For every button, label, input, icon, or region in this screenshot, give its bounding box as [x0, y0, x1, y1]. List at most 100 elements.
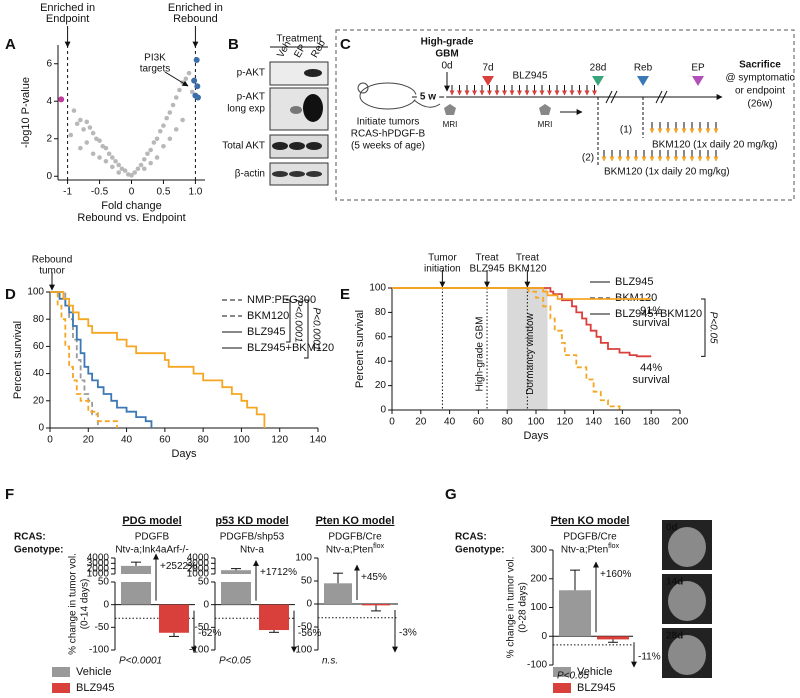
endpoint-label: or endpoint: [735, 86, 785, 97]
dose-label: BKM120 (1x daily 20 mg/kg): [604, 167, 730, 178]
point: [170, 102, 176, 108]
point: [84, 140, 90, 145]
legend-swatch: [52, 667, 70, 677]
genotype-label: Ntv-a;Ptenflox: [561, 543, 620, 556]
point: [68, 132, 74, 138]
endpoint-label: (26w): [747, 99, 772, 110]
bar: [597, 636, 629, 640]
x-tick-label: 40: [121, 435, 133, 446]
row-label: Genotype:: [14, 545, 63, 556]
y-tick-label: 50: [198, 577, 210, 588]
x-tick-label: 140: [585, 417, 602, 428]
point: [191, 77, 198, 84]
dosing-ticks: [449, 85, 719, 162]
end-label: survival: [633, 317, 670, 329]
y-tick-label: 0: [541, 631, 547, 642]
image-label: 28d: [666, 631, 683, 642]
legend-label: BKM120: [247, 310, 289, 322]
survival-curve: [50, 291, 266, 428]
y-tick-label: -100: [292, 645, 312, 656]
grade-label: High-grade: [421, 37, 474, 48]
row-label: RCAS:: [14, 532, 46, 543]
y-tick-label: 40: [375, 356, 387, 367]
point: [151, 140, 157, 145]
endpoint-label: Sacrifice: [739, 60, 781, 71]
point: [71, 108, 77, 113]
y-tick-label: 100: [295, 553, 312, 564]
x-tick-label: 20: [83, 435, 95, 446]
model-title: p53 KD model: [215, 515, 288, 527]
endpoint-label: @ symptomatic: [725, 73, 794, 84]
marker-label: tumor: [39, 266, 65, 277]
y-axis-label: % change in tumor vol.: [68, 553, 79, 655]
point: [132, 170, 137, 175]
annotation: Enriched in: [40, 2, 95, 14]
panel-letter: E: [340, 286, 350, 303]
value-label: -3%: [399, 628, 417, 639]
legend-label: NMP:PEG300: [247, 294, 316, 306]
point: [141, 157, 147, 162]
p-value: P<0.0001: [292, 299, 303, 342]
panel-letter: G: [445, 486, 457, 503]
point: [74, 121, 80, 127]
point: [138, 162, 144, 168]
y-tick-label: 40: [33, 368, 45, 379]
x-tick-label: 1.0: [188, 187, 202, 198]
x-tick-label: 0.5: [157, 187, 171, 198]
value-label: +160%: [600, 569, 632, 580]
point: [135, 166, 141, 172]
y-tick-label: -50: [298, 622, 313, 633]
image-label: 14d: [666, 577, 683, 588]
point: [110, 164, 115, 170]
y-tick-label: 0: [203, 599, 209, 610]
bar: [221, 582, 251, 605]
point: [193, 57, 200, 63]
y-tick-label: 2000: [187, 563, 210, 574]
end-label: survival: [633, 374, 670, 386]
rcas-label: PDGFB/Cre: [563, 532, 617, 543]
y-tick-label: -100: [189, 645, 209, 656]
x-axis-label: Fold change: [101, 200, 162, 212]
point: [103, 158, 109, 164]
rcas-label: PDGFB/Cre: [328, 532, 382, 543]
initiate-label: (5 weeks of age): [351, 141, 425, 152]
event-label: BLZ945: [470, 264, 505, 275]
y-tick-label: -100: [89, 645, 109, 656]
day-label: Reb: [634, 63, 653, 74]
legend-label: Vehicle: [76, 666, 111, 678]
y-axis-label: Percent survival: [12, 321, 24, 399]
legend-label: BLZ945: [615, 276, 654, 288]
bar: [121, 582, 151, 605]
point: [154, 155, 160, 160]
panel-letter: B: [228, 36, 239, 53]
x-tick-label: 80: [198, 435, 210, 446]
bar: [159, 604, 189, 633]
point: [157, 128, 163, 134]
mouse-drawing: [357, 82, 441, 110]
value-label: +45%: [361, 572, 387, 583]
y-tick-label: 60: [375, 331, 387, 342]
p-value: P<0.05: [219, 656, 251, 667]
panel-letter: D: [5, 286, 16, 303]
survival-curve: [50, 291, 153, 428]
survival-curve: [392, 287, 621, 410]
point: [122, 168, 128, 173]
annotation-arrow: [164, 71, 189, 87]
western-blot: [269, 46, 329, 186]
genotype-label: Ntv-a;Ptenflox: [326, 543, 385, 556]
x-tick-label: 160: [614, 417, 631, 428]
survival-curve: [50, 291, 118, 428]
point: [148, 160, 153, 166]
event-label: BKM120: [508, 264, 547, 275]
point: [183, 76, 189, 82]
y-axis-label: -log10 P-value: [20, 77, 32, 148]
annotation: PI3K: [144, 53, 166, 64]
y-axis-label: % change in tumor vol.: [506, 557, 517, 659]
point: [116, 170, 122, 175]
mri-images: [662, 520, 712, 678]
lane-label: EP: [292, 42, 308, 59]
y-tick-label: 300: [530, 545, 547, 556]
value-label: -56%: [298, 628, 321, 639]
rcas-label: PDGFB: [135, 532, 170, 543]
x-tick-label: 0: [129, 187, 135, 198]
